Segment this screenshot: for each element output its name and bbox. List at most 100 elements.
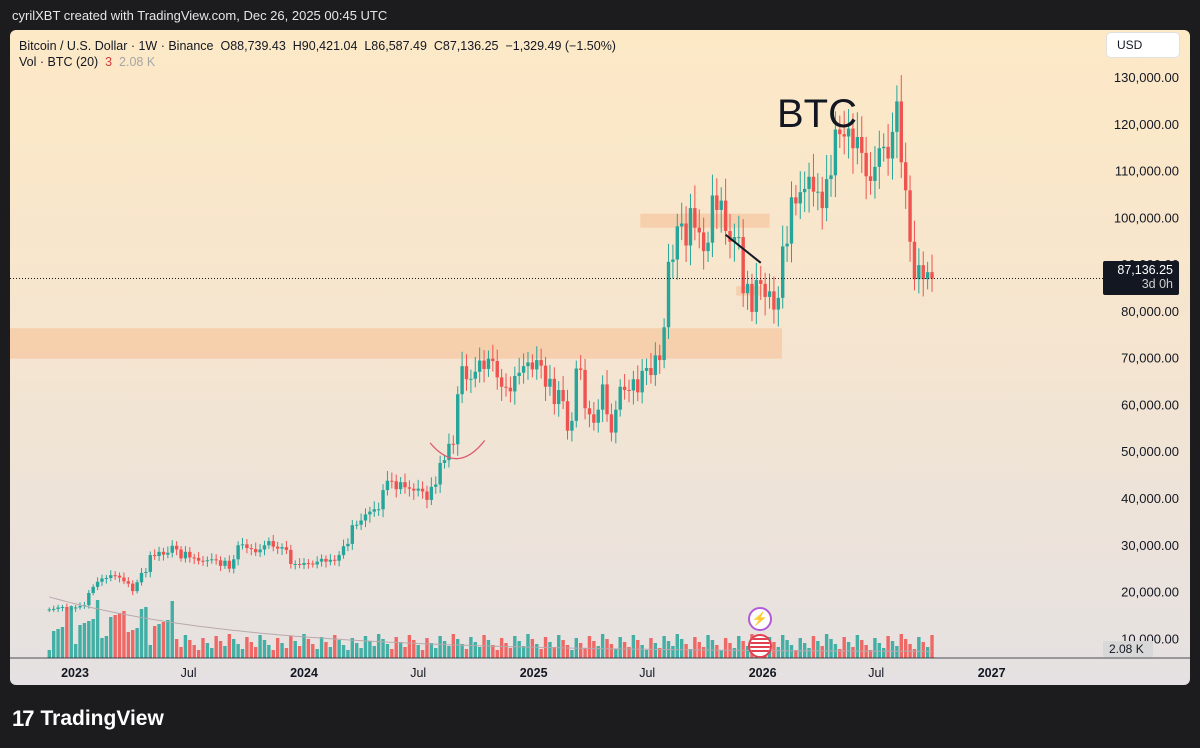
volume-indicator-label[interactable]: Vol · BTC (20) [19,55,99,69]
volume-bar [776,647,781,658]
volume-bar [622,642,627,658]
candle-body [574,368,578,421]
candle-body [785,243,789,247]
volume-bar [789,645,794,658]
candle-body [65,607,69,609]
candle-body [192,557,196,559]
candle-body [706,242,710,252]
candle-body [161,551,166,555]
volume-bar [855,635,860,658]
volume-bar [289,636,293,658]
candle-body [368,511,372,515]
volume-bar [240,649,245,658]
candle-body [56,607,60,609]
x-axis-tick-label: 2027 [978,666,1006,680]
volume-bar [794,650,798,658]
top-caption-bar: cyrilXBT created with TradingView.com, D… [0,0,1200,30]
y-axis-tick-label: 130,000.00 [1114,70,1179,85]
x-axis-tick-label: Jul [868,666,884,680]
candle-body [763,283,767,297]
volume-bar [552,647,557,658]
candle-body [214,559,218,561]
y-axis-tick-label: 80,000.00 [1121,304,1179,319]
volume-bar [346,650,350,658]
symbol-name[interactable]: Bitcoin / U.S. Dollar · 1W · Binance [19,39,214,53]
supply-zone [10,328,783,359]
candle-body [609,414,614,433]
candle-body [794,197,798,204]
volume-bar [47,650,51,658]
candle-body [864,152,868,177]
candle-body [227,560,232,569]
candle-body [407,487,412,489]
candle-body [333,559,337,561]
candle-body [552,378,557,405]
candle-body [135,582,139,592]
currency-button[interactable]: USD [1107,33,1179,57]
candle-body [131,583,135,592]
volume-bar [429,643,434,658]
candle-body [873,166,877,181]
candle-body [838,129,842,135]
candle-body [908,190,912,242]
candle-body [341,546,346,556]
y-axis-tick-label: 70,000.00 [1121,351,1179,366]
candle-body [583,369,587,409]
candle-body [363,514,368,521]
candle-body [732,237,737,242]
candle-body [530,362,535,370]
candle-body [148,555,152,572]
candle-body [420,488,425,492]
volume-bar [570,650,574,658]
candle-body [311,563,315,565]
volume-average: 2.08 K [119,55,156,69]
candle-body [205,560,210,562]
volume-bar [170,601,174,658]
volume-bar [535,644,539,658]
candle-body [846,128,851,137]
candle-body [640,370,644,393]
candle-body [565,401,570,431]
candle-body [456,394,460,445]
candle-body [486,358,491,369]
candle-body [372,509,376,512]
candle-body [750,283,754,312]
candle-body [210,559,214,561]
volume-bar [359,648,363,658]
candle-body [811,176,816,192]
volume-bar [236,644,240,658]
volume-bar [561,640,565,658]
volume-bar [495,650,499,658]
candle-body [719,200,723,210]
chart-frame[interactable]: 10,000.00 20,000.00 30,000.00 40,000.00 50,0… [10,30,1190,685]
volume-bar [539,649,543,658]
candle-body [429,486,434,500]
candle-body [306,563,311,565]
candle-body [877,148,882,167]
candle-body [631,379,636,391]
volume-bar [319,637,324,658]
legend-close: C87,136.25 [433,39,499,53]
volume-bar [473,642,477,658]
candle-body [675,226,680,260]
volume-bar [333,635,337,658]
us-flag-event-icon[interactable] [748,634,772,658]
volume-bar [109,617,113,658]
candle-body [767,291,772,297]
candle-body [359,520,363,525]
volume-bar [363,636,368,658]
candle-body [469,378,473,380]
candle-body [416,488,420,491]
candle-body [403,482,407,488]
candle-body [829,175,833,180]
lightning-event-icon[interactable]: ⚡ [748,607,772,631]
y-axis-tick-label: 60,000.00 [1121,397,1179,412]
candle-body [464,366,469,380]
volume-bar [403,647,407,658]
volume-bar [627,647,631,658]
volume-bar [899,634,903,658]
candle-body [754,280,759,312]
candle-body [232,559,236,569]
candle-body [473,371,477,379]
price-chart[interactable]: 10,000.0020,000.0030,000.0040,000.0050,0… [10,30,1190,685]
